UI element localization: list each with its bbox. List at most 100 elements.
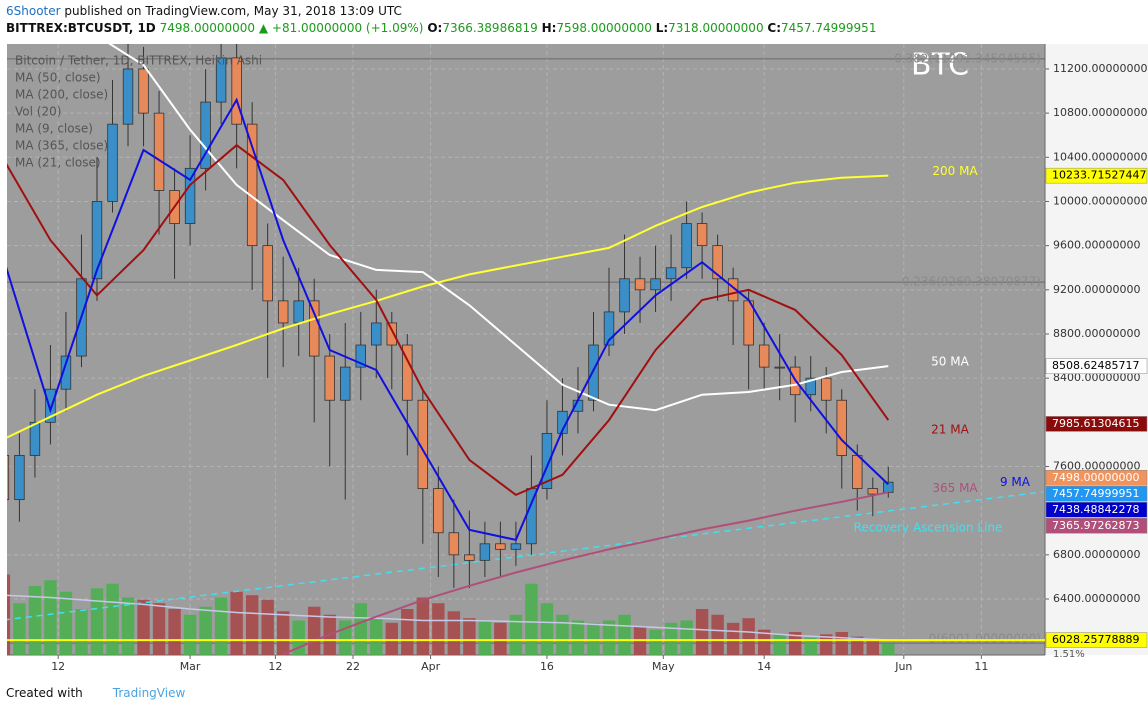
volume-bar [773,634,786,655]
candle-body [805,377,816,396]
volume-bar [214,597,228,655]
volume-bar [432,603,445,655]
level-label: 0(6001.00000000) [929,632,1041,646]
volume-bar [308,606,321,655]
volume-bar [571,620,585,655]
created: Created with [6,686,83,700]
y-tick-label: 9200.00000000 [1053,283,1140,296]
ma-line [108,44,889,412]
candle-body [758,344,770,368]
o-key: O: [427,21,443,35]
change: ▲ +81.00000000 (+1.09%) [258,21,424,35]
volume-bar [354,603,367,655]
candle-body [696,223,708,247]
candle-body [60,355,72,390]
ma-line [7,174,889,439]
price-tag [1045,632,1148,648]
candle-body [340,366,351,401]
candle-body [122,68,134,125]
o-val: 7366.38986819 [442,21,538,35]
l-val: 7318.00000000 [668,21,764,35]
price-tag-label: 10233.71527447 [1052,169,1146,182]
x-tick-label: Apr [421,660,441,673]
c-val: 7457.74999951 [781,21,877,35]
y-tick-label: 10800.00000000 [1053,106,1147,119]
candle-body [246,123,258,247]
y-tick-label: 10400.00000000 [1053,150,1147,163]
price-tag-label: 7457.74999951 [1052,487,1139,500]
brand[interactable]: TradingView [112,686,186,700]
volume-bar [121,597,135,655]
candle-body [215,57,227,103]
candle-body [14,455,25,501]
ma-line [7,143,890,497]
candle-body [634,278,646,291]
trendline [7,491,1044,621]
volume-bar [339,620,352,655]
h-key: H: [541,21,557,35]
candle-body [495,543,506,550]
last: 7498.00000000 [159,21,256,35]
watermark: BTC [911,48,969,83]
volume-bar [385,622,398,655]
candle-body [277,300,289,324]
candle-body [324,355,335,401]
legend-entry: MA (50, close) [15,71,101,85]
candle-body [681,223,692,269]
candle-body [774,366,785,369]
legend-entry: Vol (20) [15,105,61,119]
volume-bar [866,641,879,655]
candle-body [200,101,211,169]
candle-body [852,455,863,489]
y-tick-label: 10000.00000000 [1053,194,1147,207]
candle-body [541,432,553,489]
candle-body [138,68,149,114]
y-tick-label: 9600.00000000 [1053,239,1140,252]
volume-bar [261,599,274,655]
legend-entry: MA (9, close) [15,122,93,136]
price-tag-label: 8508.62485717 [1052,359,1139,372]
volume-bar [788,632,802,655]
ma-label: 50 MA [931,355,969,369]
candle-body [153,112,165,191]
author[interactable]: 6Shooter [6,4,61,18]
volume-bar [59,591,73,655]
symbol: BITTREX:BTCUSDT, 1D [6,21,156,35]
candle-body [448,532,460,556]
volume-bar [90,588,104,655]
volume-bar [680,620,693,655]
volume-bar [245,595,259,655]
volume-bar [540,603,554,655]
volume-bar [28,586,42,655]
volume-bar [757,629,771,655]
candle-body [45,388,56,423]
price-tag [1045,502,1148,518]
volume-bar [882,643,895,655]
ma-label: 365 MA [932,481,978,495]
volume-bar [168,609,181,655]
plot-bg [7,44,1045,655]
ma-label: 9 MA [1000,475,1031,489]
candle-body [464,554,475,561]
candle-body [107,123,118,202]
price-tag [1045,167,1148,184]
published: published on TradingView.com, May 31, 20… [64,4,402,18]
candle-body [386,322,397,346]
volume-bar [199,606,212,655]
volume-bar [463,618,476,655]
legend-entry: MA (365, close) [15,139,108,153]
x-tick-label: Mar [180,660,201,673]
candle-body [309,300,320,357]
price-tag [1045,416,1148,432]
volume-bar [556,614,569,655]
candle-body [821,377,832,401]
candle-body [29,421,41,456]
volume-bar [13,603,26,655]
header: 6Shooter published on TradingView.com, M… [6,3,876,37]
x-tick-label: 11 [974,660,988,673]
l-key: L: [655,21,669,35]
ma-label: 200 MA [932,164,978,178]
volume-bar [44,580,57,655]
